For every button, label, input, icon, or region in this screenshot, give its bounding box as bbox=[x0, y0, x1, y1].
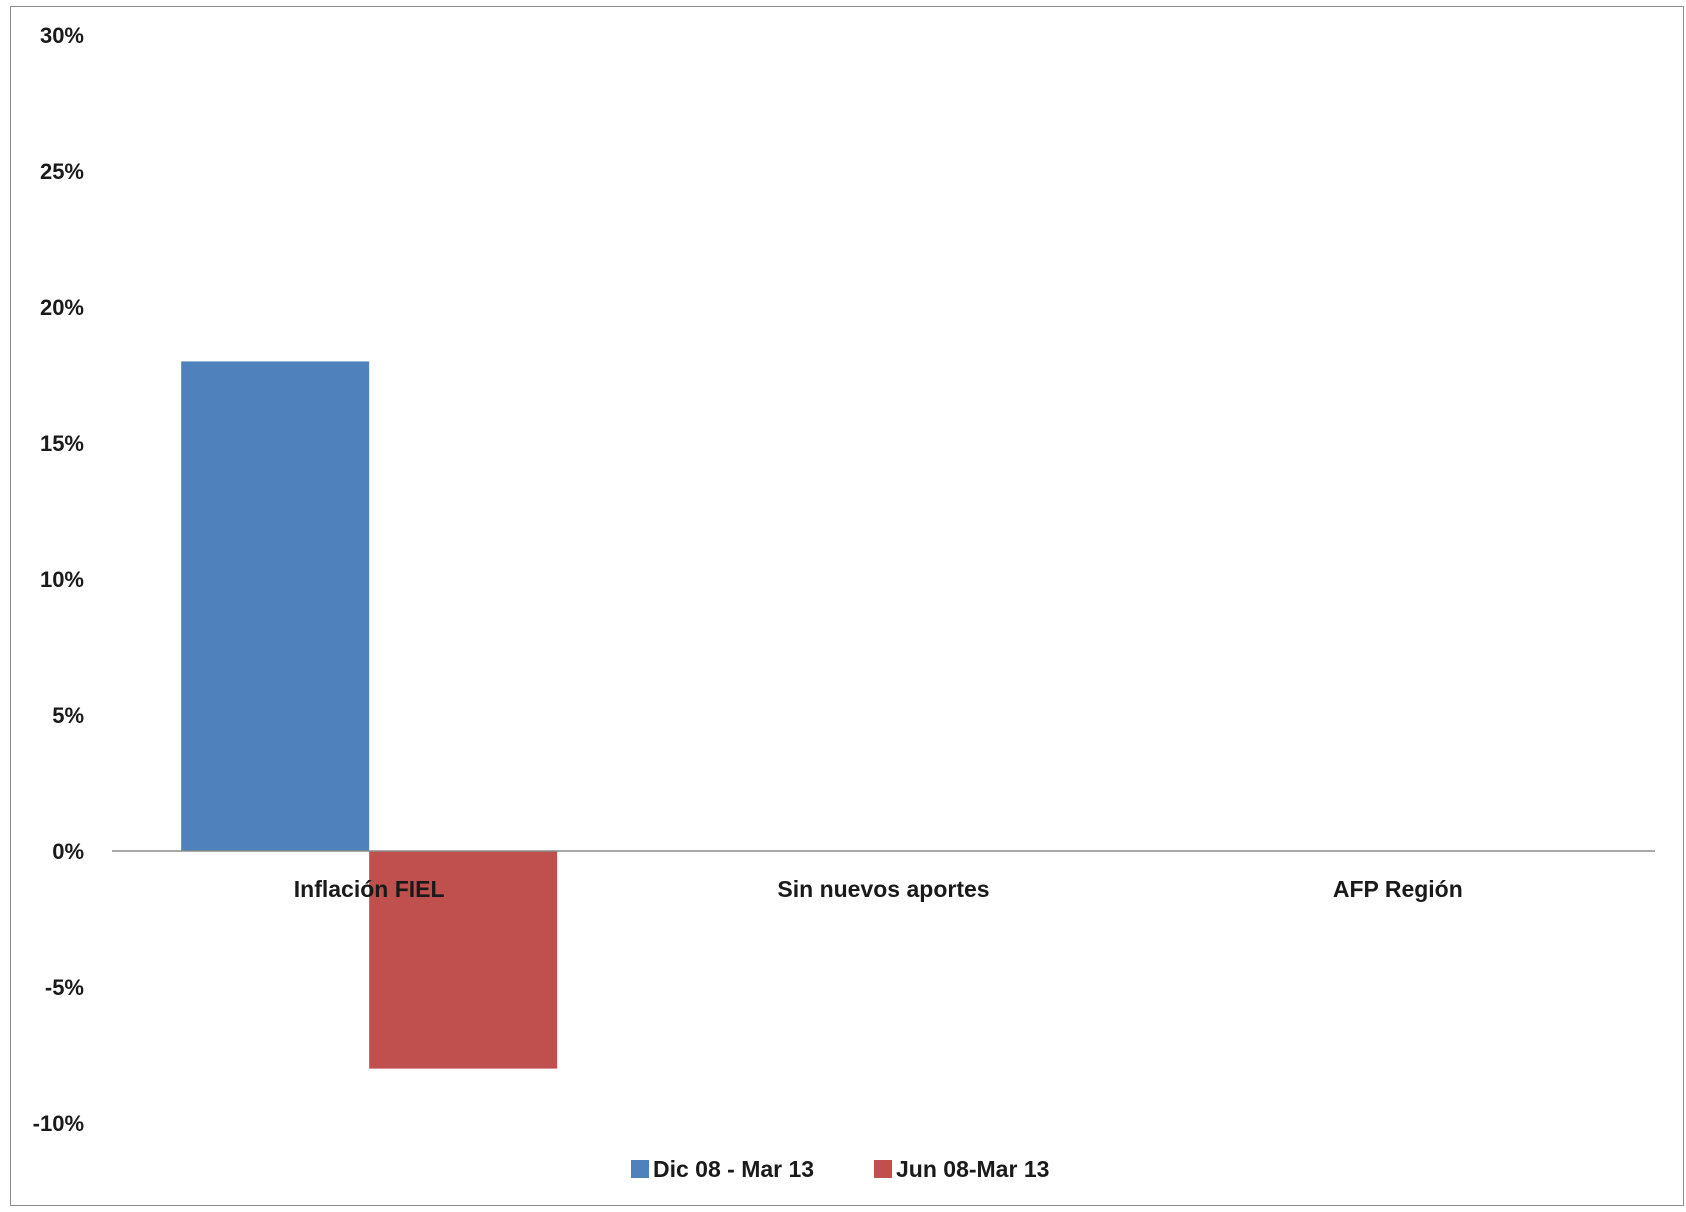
y-tick-label: 20% bbox=[40, 295, 84, 320]
y-tick-label: -10% bbox=[33, 1111, 84, 1136]
category-label: Inflación FIEL bbox=[294, 876, 445, 902]
bars bbox=[181, 361, 558, 1069]
y-tick-label: 5% bbox=[52, 703, 84, 728]
y-axis-ticks: 30% 25% 20% 15% 10% 5% 0% -5% -10% bbox=[33, 23, 84, 1136]
y-tick-label: 25% bbox=[40, 159, 84, 184]
legend: Dic 08 - Mar 13 Jun 08-Mar 13 bbox=[631, 1156, 1049, 1182]
legend-label: Jun 08-Mar 13 bbox=[896, 1156, 1049, 1182]
category-label: AFP Región bbox=[1333, 876, 1463, 902]
legend-swatch bbox=[874, 1160, 892, 1178]
bar-series-2 bbox=[369, 851, 558, 1069]
bar-series-1 bbox=[181, 361, 370, 851]
y-tick-label: 10% bbox=[40, 567, 84, 592]
y-tick-label: 15% bbox=[40, 431, 84, 456]
legend-label: Dic 08 - Mar 13 bbox=[653, 1156, 814, 1182]
y-tick-label: -5% bbox=[45, 975, 84, 1000]
category-labels: Inflación FIEL Sin nuevos aportes AFP Regi… bbox=[294, 876, 1463, 902]
category-label: Sin nuevos aportes bbox=[777, 876, 989, 902]
y-tick-label: 30% bbox=[40, 23, 84, 48]
y-tick-label: 0% bbox=[52, 839, 84, 864]
legend-swatch bbox=[631, 1160, 649, 1178]
